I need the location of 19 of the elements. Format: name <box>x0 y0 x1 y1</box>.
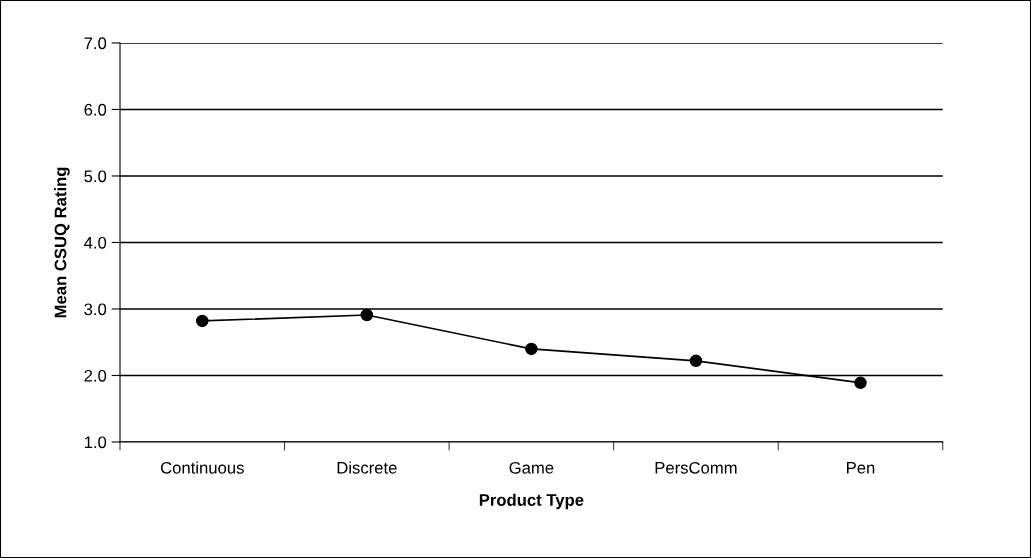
x-tick-label: Continuous <box>160 461 244 474</box>
point <box>525 342 538 356</box>
x-tick-label: Game <box>509 461 554 474</box>
x-axis-title: Product Type <box>479 493 584 510</box>
y-tick-label: 4.0 <box>84 236 107 249</box>
y-tick-label: 2.0 <box>84 369 107 382</box>
y-tick-label: 7.0 <box>84 37 107 50</box>
point <box>689 354 703 368</box>
x-tick-label: Pen <box>847 462 875 474</box>
y-tick-label: 1.0 <box>84 436 107 449</box>
point <box>360 308 374 322</box>
y-tick-label: 3.0 <box>84 303 107 316</box>
x-tick-label: PersComm <box>655 461 737 474</box>
y-tick-label: 5.0 <box>84 170 107 183</box>
y-tick-label: 6.0 <box>84 103 107 116</box>
point <box>854 376 867 390</box>
y-axis-title: Mean CSUQ Rating <box>54 167 70 318</box>
point <box>196 314 209 328</box>
x-tick-label: Discrete <box>337 461 397 474</box>
